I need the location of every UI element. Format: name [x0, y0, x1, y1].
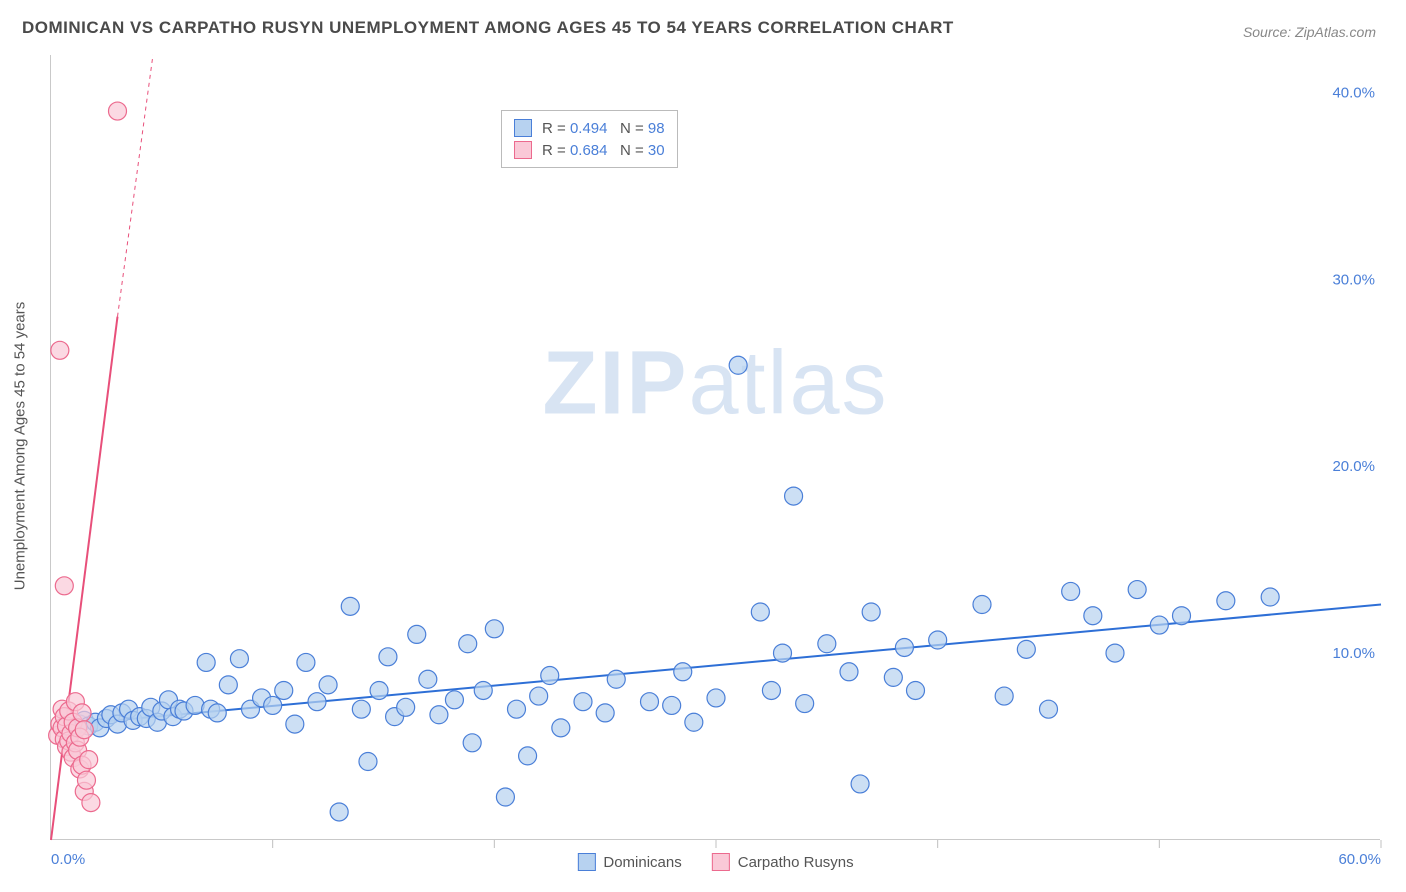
y-axis-label: Unemployment Among Ages 45 to 54 years — [12, 302, 29, 591]
plot-area: ZIPatlas 0.0%60.0%10.0%20.0%30.0%40.0% R… — [50, 55, 1380, 840]
series-label: Carpatho Rusyns — [738, 854, 854, 871]
svg-text:40.0%: 40.0% — [1332, 84, 1375, 101]
correlation-legend: R = 0.494 N = 98 R = 0.684 N = 30 — [501, 110, 678, 168]
legend-swatch — [514, 119, 532, 137]
scatter-chart: 0.0%60.0%10.0%20.0%30.0%40.0% — [51, 55, 1380, 839]
series-label: Dominicans — [603, 854, 681, 871]
legend-swatch — [712, 853, 730, 871]
svg-text:60.0%: 60.0% — [1338, 851, 1381, 868]
series-legend-item: Carpatho Rusyns — [712, 853, 854, 871]
legend-row: R = 0.684 N = 30 — [514, 139, 665, 161]
source-prefix: Source: — [1243, 24, 1295, 40]
legend-swatch — [577, 853, 595, 871]
svg-text:30.0%: 30.0% — [1332, 271, 1375, 288]
svg-text:10.0%: 10.0% — [1332, 645, 1375, 662]
source-attribution: Source: ZipAtlas.com — [1243, 24, 1376, 40]
series-legend: Dominicans Carpatho Rusyns — [577, 853, 853, 871]
legend-row: R = 0.494 N = 98 — [514, 117, 665, 139]
legend-swatch — [514, 141, 532, 159]
legend-stats: R = 0.494 N = 98 — [542, 120, 665, 137]
legend-stats: R = 0.684 N = 30 — [542, 142, 665, 159]
series-legend-item: Dominicans — [577, 853, 681, 871]
svg-text:0.0%: 0.0% — [51, 851, 85, 868]
chart-title: DOMINICAN VS CARPATHO RUSYN UNEMPLOYMENT… — [22, 18, 954, 38]
source-link[interactable]: ZipAtlas.com — [1295, 24, 1376, 40]
svg-text:20.0%: 20.0% — [1332, 458, 1375, 475]
